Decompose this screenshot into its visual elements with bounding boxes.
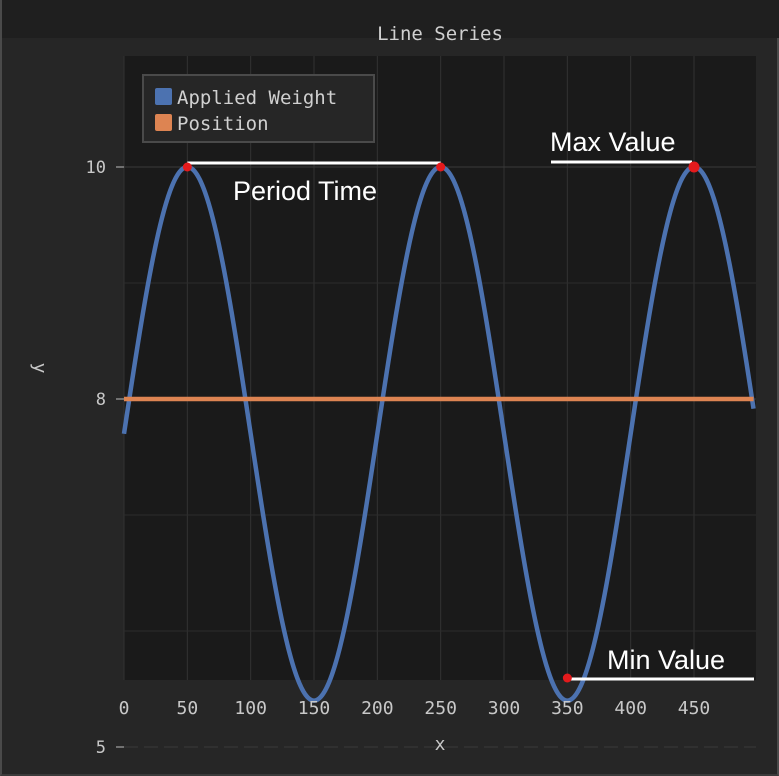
- annotation-layer: Period Time Max Value Min Value: [182, 127, 754, 683]
- axes-layer: 0 50 100 150 200 250 300 350 400 450 5 8 10: [86, 158, 711, 758]
- max-value-label: Max Value: [550, 127, 676, 157]
- legend-box: [142, 74, 375, 143]
- grid-lines: [123, 56, 756, 748]
- period-end-point: [436, 162, 446, 172]
- legend-swatch-position: [155, 114, 172, 131]
- period-time-label: Period Time: [233, 176, 377, 206]
- x-tick-label: 50: [176, 698, 198, 719]
- x-tick-label: 0: [119, 698, 130, 719]
- min-value-point: [562, 673, 572, 683]
- legend-swatch-applied-weight: [155, 88, 172, 105]
- plot-area: [124, 56, 756, 680]
- y-tick-label: 10: [86, 158, 106, 178]
- x-tick-label: 400: [614, 698, 647, 719]
- legend-label-applied-weight: Applied Weight: [177, 87, 337, 109]
- x-tick-label: 300: [488, 698, 521, 719]
- x-tick-label: 200: [361, 698, 394, 719]
- y-tick-label: 5: [96, 738, 106, 758]
- x-tick-label: 100: [234, 698, 267, 719]
- x-axis-label: x: [435, 734, 446, 755]
- window-top-bar: [2, 0, 779, 38]
- y-axis-label: y: [29, 363, 50, 374]
- x-tick-label: 150: [298, 698, 331, 719]
- period-start-point: [182, 162, 192, 172]
- legend-label-position: Position: [177, 113, 269, 135]
- x-tick-label: 350: [551, 698, 584, 719]
- y-tick-label: 8: [96, 390, 106, 410]
- x-tick-label: 250: [424, 698, 457, 719]
- max-value-point: [688, 161, 700, 173]
- chart-title: Line Series: [377, 23, 503, 45]
- x-tick-label: 450: [678, 698, 711, 719]
- legend: Applied Weight Position: [142, 74, 375, 143]
- min-value-label: Min Value: [607, 645, 725, 675]
